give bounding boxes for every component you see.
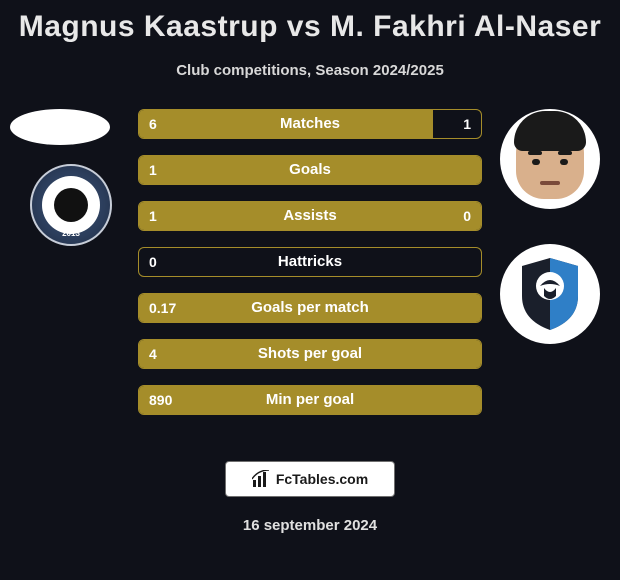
comparison-stage: 2013 6Matches11Goals1Assists00Hattricks0… bbox=[0, 109, 620, 449]
stat-bar: 890Min per goal bbox=[138, 385, 482, 415]
brand-box[interactable]: FcTables.com bbox=[225, 461, 395, 497]
stat-label: Hattricks bbox=[139, 248, 481, 276]
club-left-badge: 2013 bbox=[30, 164, 112, 246]
stat-label: Min per goal bbox=[139, 386, 481, 414]
stat-bars: 6Matches11Goals1Assists00Hattricks0.17Go… bbox=[138, 109, 482, 431]
stat-bar: 1Goals bbox=[138, 155, 482, 185]
brow-icon bbox=[558, 151, 572, 155]
club-left-inner bbox=[42, 176, 100, 234]
stat-bar: 4Shots per goal bbox=[138, 339, 482, 369]
stat-value-right: 0 bbox=[463, 202, 471, 230]
stat-label: Matches bbox=[139, 110, 481, 138]
stat-bar: 0.17Goals per match bbox=[138, 293, 482, 323]
subtitle: Club competitions, Season 2024/2025 bbox=[0, 62, 620, 79]
club-right-badge bbox=[500, 244, 600, 344]
stat-label: Goals per match bbox=[139, 294, 481, 322]
date-text: 16 september 2024 bbox=[0, 517, 620, 534]
player-left-avatar bbox=[10, 109, 110, 145]
brand-text: FcTables.com bbox=[276, 471, 368, 487]
stat-label: Assists bbox=[139, 202, 481, 230]
brow-icon bbox=[528, 151, 542, 155]
player-right-face bbox=[516, 119, 584, 199]
bar-chart-icon bbox=[252, 470, 270, 488]
player-right-avatar bbox=[500, 109, 600, 209]
soccer-ball-icon bbox=[54, 188, 88, 222]
page-title: Magnus Kaastrup vs M. Fakhri Al-Naser bbox=[0, 0, 620, 44]
eye-icon bbox=[532, 159, 540, 165]
stat-label: Shots per goal bbox=[139, 340, 481, 368]
mouth-icon bbox=[540, 181, 560, 185]
stat-bar: 1Assists0 bbox=[138, 201, 482, 231]
eye-icon bbox=[560, 159, 568, 165]
shield-icon bbox=[518, 256, 582, 332]
stat-bar: 6Matches1 bbox=[138, 109, 482, 139]
player-right-hair bbox=[514, 111, 586, 151]
stat-label: Goals bbox=[139, 156, 481, 184]
stat-value-right: 1 bbox=[463, 110, 471, 138]
club-left-year: 2013 bbox=[32, 229, 110, 238]
stat-bar: 0Hattricks bbox=[138, 247, 482, 277]
